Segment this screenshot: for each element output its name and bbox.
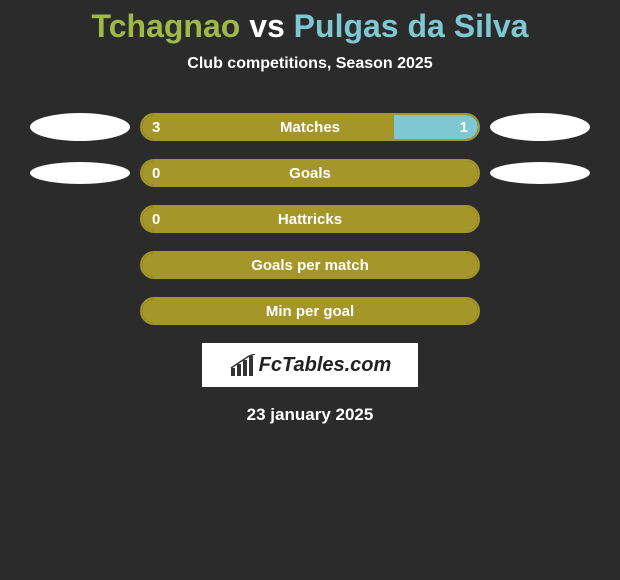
stat-bar: 0Goals xyxy=(140,159,480,187)
flag-right xyxy=(490,113,590,141)
stat-bar: 31Matches xyxy=(140,113,480,141)
stat-label: Min per goal xyxy=(142,299,478,323)
stat-bar: Min per goal xyxy=(140,297,480,325)
flag-left-slot xyxy=(30,113,130,141)
date-text: 23 january 2025 xyxy=(0,405,620,425)
stat-row: Goals per match xyxy=(0,251,620,279)
stat-row: 31Matches xyxy=(0,113,620,141)
flag-right-slot xyxy=(490,205,590,233)
flag-left-slot xyxy=(30,297,130,325)
flag-right-slot xyxy=(490,297,590,325)
stat-bar: 0Hattricks xyxy=(140,205,480,233)
flag-right-slot xyxy=(490,159,590,187)
player2-name: Pulgas da Silva xyxy=(294,8,529,44)
stat-label: Hattricks xyxy=(142,207,478,231)
flag-left-slot xyxy=(30,159,130,187)
stat-label: Goals xyxy=(142,161,478,185)
flag-right-slot xyxy=(490,251,590,279)
flag-left xyxy=(30,113,130,141)
subtitle: Club competitions, Season 2025 xyxy=(0,55,620,73)
chart-icon xyxy=(229,354,255,376)
stat-row: 0Goals xyxy=(0,159,620,187)
stat-label: Goals per match xyxy=(142,253,478,277)
stat-row: 0Hattricks xyxy=(0,205,620,233)
stat-row: Min per goal xyxy=(0,297,620,325)
logo-box: FcTables.com xyxy=(202,343,418,387)
stat-bar: Goals per match xyxy=(140,251,480,279)
flag-left-slot xyxy=(30,205,130,233)
flag-left-slot xyxy=(30,251,130,279)
stat-label: Matches xyxy=(142,115,478,139)
stats-rows: 31Matches 0Goals 0Hattricks Goals per match… xyxy=(0,113,620,325)
page-title: Tchagnao vs Pulgas da Silva xyxy=(0,0,620,45)
player1-name: Tchagnao xyxy=(92,8,241,44)
logo-text: FcTables.com xyxy=(259,354,392,377)
flag-left xyxy=(30,162,130,184)
flag-right xyxy=(490,162,590,184)
flag-right-slot xyxy=(490,113,590,141)
vs-text: vs xyxy=(249,8,285,44)
